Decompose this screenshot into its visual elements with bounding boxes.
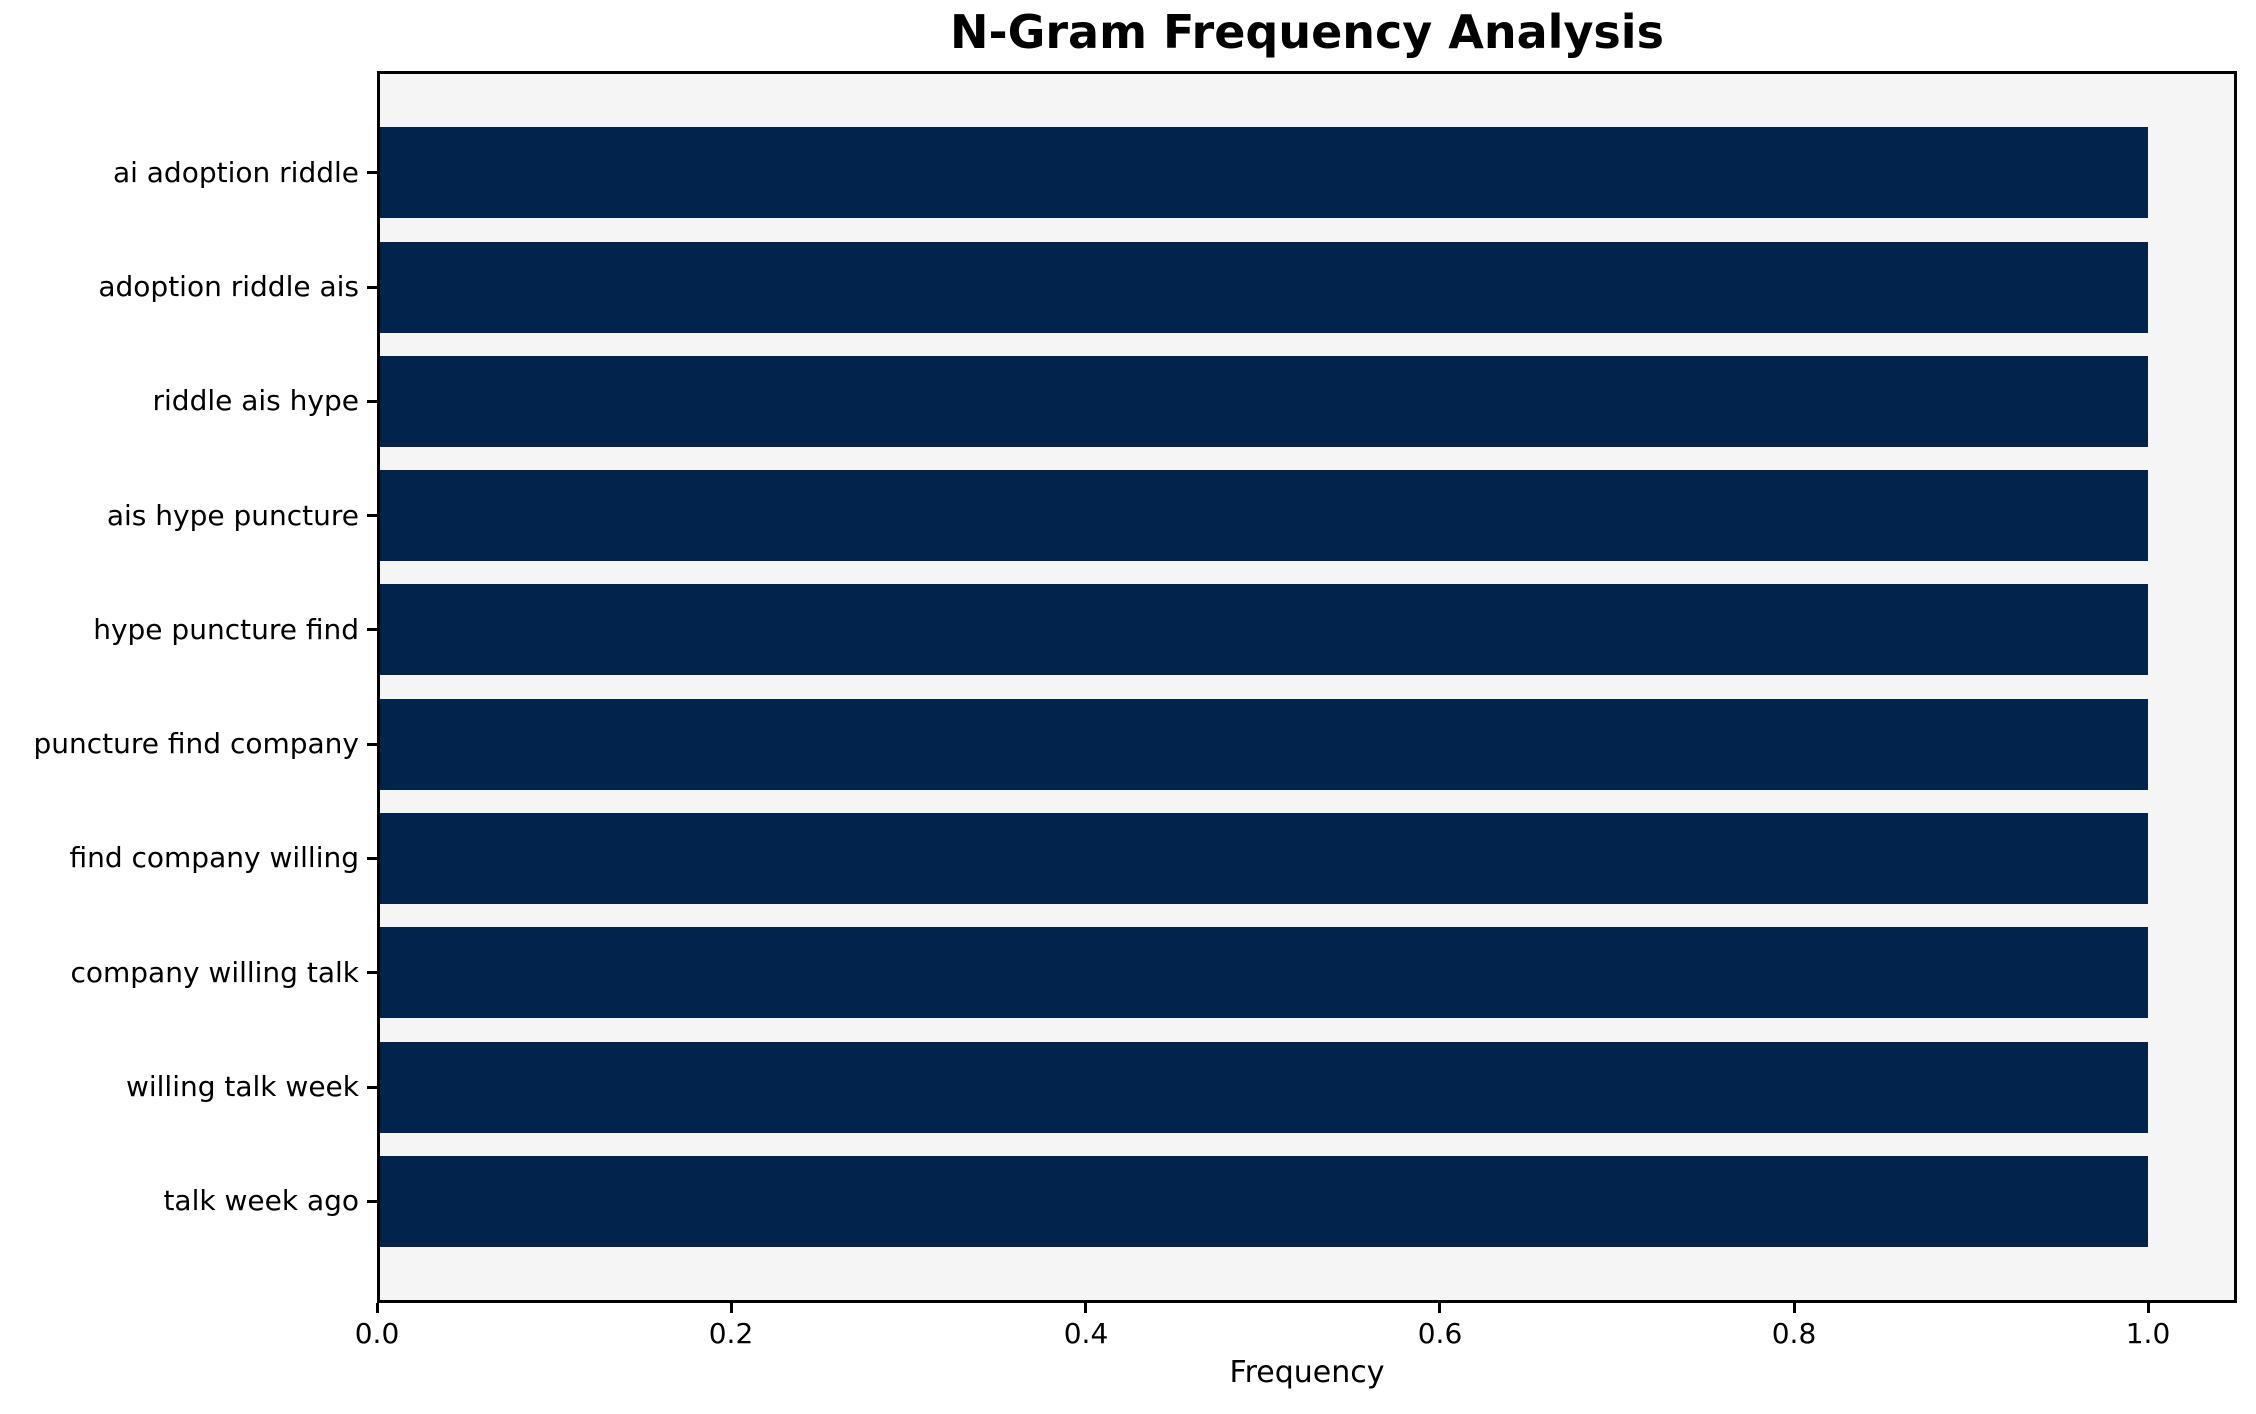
bar bbox=[377, 356, 2148, 447]
y-tick-mark bbox=[367, 514, 377, 517]
bar bbox=[377, 242, 2148, 333]
y-tick-label: talk week ago bbox=[163, 1184, 359, 1217]
y-tick-label: willing talk week bbox=[125, 1070, 359, 1103]
x-tick-mark bbox=[376, 1303, 379, 1313]
bar bbox=[377, 127, 2148, 218]
x-tick-mark bbox=[730, 1303, 733, 1313]
bar bbox=[377, 927, 2148, 1018]
x-tick-label: 1.0 bbox=[2125, 1317, 2171, 1350]
y-tick-mark bbox=[367, 1200, 377, 1203]
y-tick-mark bbox=[367, 286, 377, 289]
y-tick-mark bbox=[367, 857, 377, 860]
y-tick-label: find company willing bbox=[69, 841, 359, 874]
x-tick-mark bbox=[1438, 1303, 1441, 1313]
bar bbox=[377, 584, 2148, 675]
x-axis-label: Frequency bbox=[1229, 1355, 1385, 1390]
x-tick-label: 0.8 bbox=[1771, 1317, 1817, 1350]
y-tick-label: puncture find company bbox=[33, 727, 359, 760]
y-tick-label: ai adoption riddle bbox=[112, 156, 359, 189]
x-tick-label: 0.6 bbox=[1417, 1317, 1463, 1350]
bar bbox=[377, 813, 2148, 904]
y-tick-mark bbox=[367, 171, 377, 174]
y-tick-mark bbox=[367, 400, 377, 403]
y-tick-label: company willing talk bbox=[70, 956, 359, 989]
x-tick-label: 0.0 bbox=[354, 1317, 400, 1350]
chart-title: N-Gram Frequency Analysis bbox=[950, 5, 1664, 59]
y-tick-mark bbox=[367, 971, 377, 974]
y-tick-label: hype puncture find bbox=[93, 613, 359, 646]
x-tick-label: 0.2 bbox=[708, 1317, 754, 1350]
bar bbox=[377, 470, 2148, 561]
y-tick-label: ais hype puncture bbox=[106, 499, 359, 532]
y-tick-label: adoption riddle ais bbox=[98, 270, 359, 303]
bar bbox=[377, 1042, 2148, 1133]
bar bbox=[377, 1156, 2148, 1247]
x-tick-label: 0.4 bbox=[1063, 1317, 1109, 1350]
y-tick-mark bbox=[367, 743, 377, 746]
bar bbox=[377, 699, 2148, 790]
y-tick-label: riddle ais hype bbox=[152, 384, 360, 417]
x-tick-mark bbox=[1084, 1303, 1087, 1313]
y-tick-mark bbox=[367, 1086, 377, 1089]
x-tick-mark bbox=[2147, 1303, 2150, 1313]
x-tick-mark bbox=[1793, 1303, 1796, 1313]
y-tick-mark bbox=[367, 628, 377, 631]
